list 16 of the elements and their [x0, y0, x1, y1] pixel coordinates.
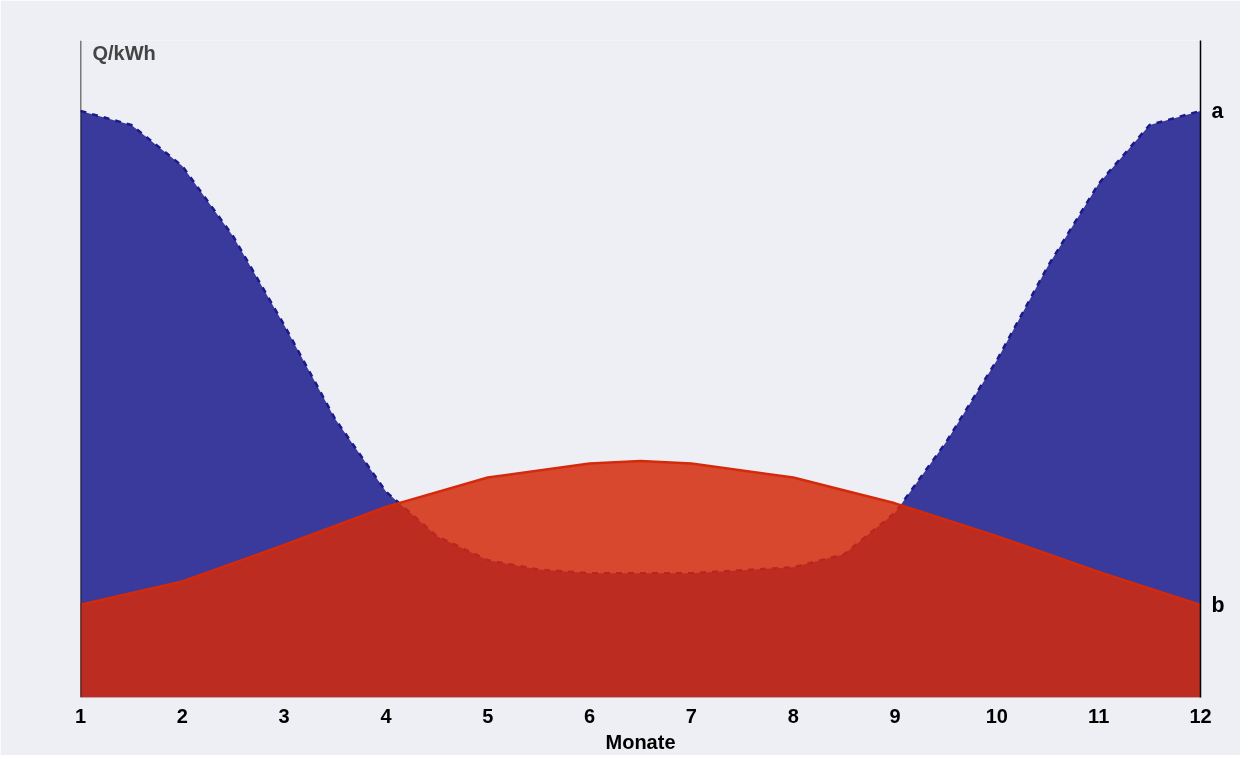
x-tick-label: 4 — [380, 704, 393, 727]
x-tick-label: 10 — [985, 704, 1008, 727]
x-tick-label: 7 — [685, 704, 697, 727]
x-tick-label: 11 — [1088, 704, 1110, 727]
series-label: a — [1211, 98, 1224, 123]
x-tick-label: 9 — [889, 704, 901, 727]
x-tick-label: 2 — [176, 704, 188, 727]
x-tick-label: 12 — [1189, 704, 1212, 727]
x-axis-title: Monate — [605, 730, 676, 753]
x-tick-label: 6 — [584, 704, 596, 727]
x-tick-label: 5 — [482, 704, 494, 727]
y-axis-title: Q/kWh — [92, 42, 156, 65]
x-tick-label: 8 — [787, 704, 799, 727]
x-tick-label: 3 — [278, 704, 290, 727]
series-label: b — [1211, 592, 1225, 617]
x-tick-label: 1 — [74, 704, 87, 727]
